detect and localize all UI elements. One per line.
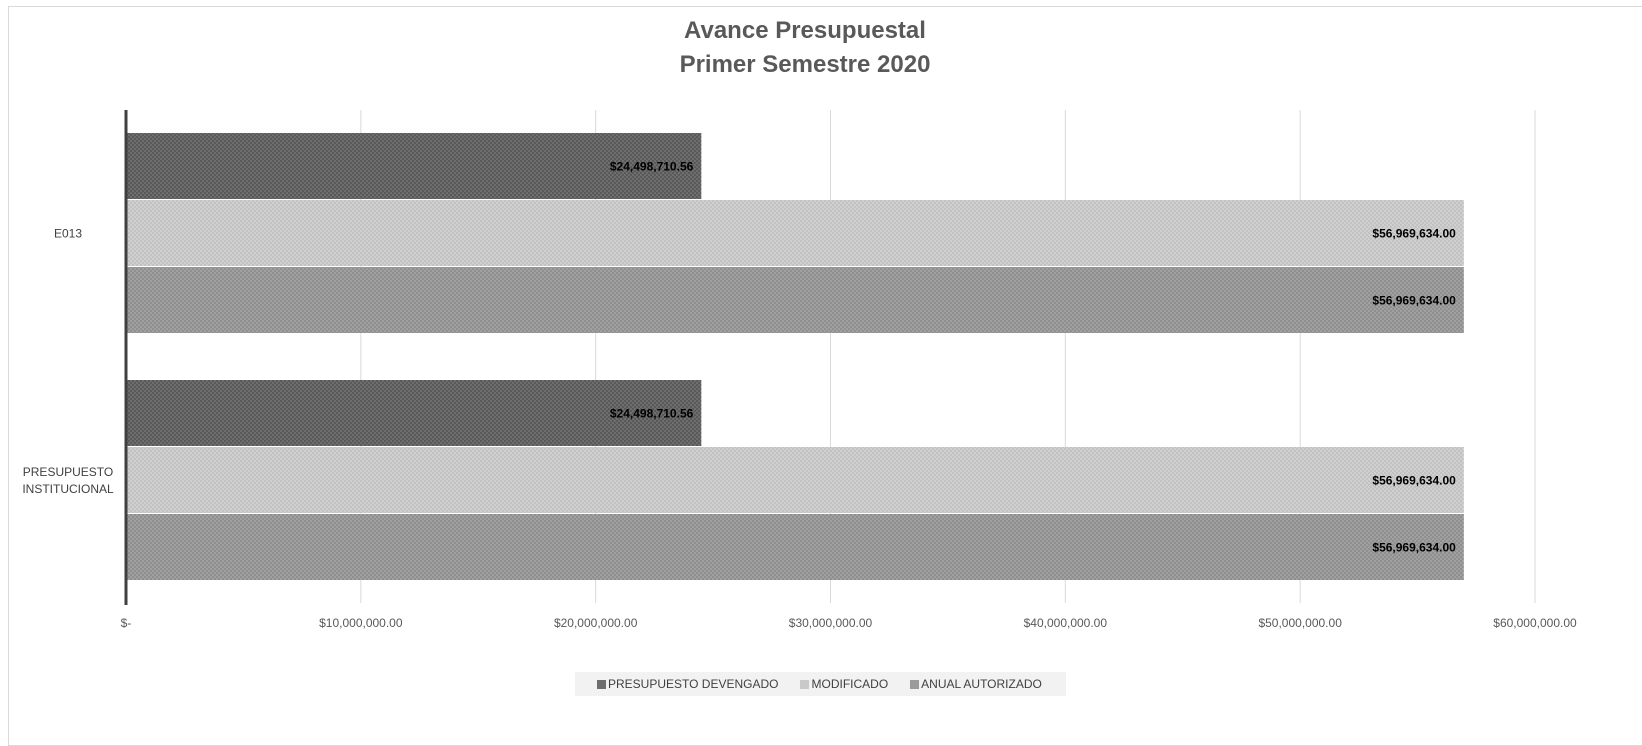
bar-devengado: [126, 380, 702, 446]
legend-label-anual-autorizado: ANUAL AUTORIZADO: [921, 677, 1042, 691]
bar-anual-autorizado: [126, 267, 1464, 333]
data-label: $56,969,634.00: [1372, 227, 1456, 241]
legend-swatch-modificado: [800, 679, 810, 689]
legend-label-devengado: PRESUPUESTO DEVENGADO: [608, 677, 779, 691]
bar-modificado: [126, 447, 1464, 513]
y-category-label: E013: [54, 227, 82, 241]
legend: PRESUPUESTO DEVENGADO MODIFICADO ANUAL A…: [575, 672, 1066, 696]
data-label: $56,969,634.00: [1372, 474, 1456, 488]
x-tick-label: $60,000,000.00: [1493, 616, 1577, 630]
x-tick-label: $10,000,000.00: [319, 616, 403, 630]
data-label: $24,498,710.56: [610, 160, 694, 174]
x-tick-label: $40,000,000.00: [1024, 616, 1108, 630]
data-label: $56,969,634.00: [1372, 541, 1456, 555]
legend-item-devengado: PRESUPUESTO DEVENGADO: [597, 677, 778, 691]
legend-item-anual-autorizado: ANUAL AUTORIZADO: [910, 677, 1042, 691]
chart-frame: [8, 6, 1642, 746]
bar-modificado: [126, 200, 1464, 266]
legend-label-modificado: MODIFICADO: [811, 677, 889, 691]
bar-devengado: [126, 133, 702, 199]
x-tick-label: $20,000,000.00: [554, 616, 638, 630]
x-tick-label: $30,000,000.00: [789, 616, 873, 630]
chart-title-line-1: Avance Presupuestal: [684, 17, 926, 44]
data-label: $56,969,634.00: [1372, 294, 1456, 308]
chart-title-line-2: Primer Semestre 2020: [679, 51, 931, 78]
y-category-label: PRESUPUESTO INSTITUCIONAL: [22, 465, 114, 496]
legend-swatch-devengado: [597, 679, 606, 689]
x-tick-label: $50,000,000.00: [1258, 616, 1342, 630]
bar-anual-autorizado: [126, 514, 1464, 580]
legend-item-modificado: MODIFICADO: [800, 677, 888, 691]
legend-swatch-anual-autorizado: [910, 679, 920, 689]
chart-title: Avance Presupuestal Primer Semestre 2020: [0, 14, 1610, 82]
data-label: $24,498,710.56: [610, 407, 694, 421]
x-tick-label: $-: [121, 616, 132, 630]
